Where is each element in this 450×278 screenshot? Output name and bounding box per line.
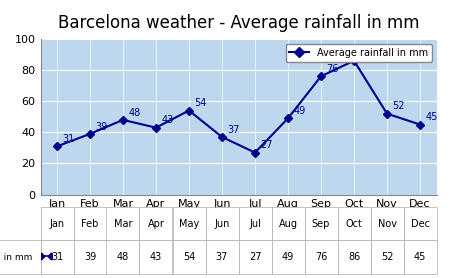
Text: 48: 48 <box>129 108 141 118</box>
Text: 52: 52 <box>392 101 405 111</box>
Text: 76: 76 <box>327 64 339 74</box>
Text: 37: 37 <box>228 125 240 135</box>
Text: 45: 45 <box>426 112 438 122</box>
Text: 86: 86 <box>360 49 372 59</box>
Text: 54: 54 <box>194 98 207 108</box>
Text: 39: 39 <box>95 122 108 132</box>
Text: 27: 27 <box>261 140 273 150</box>
Text: 31: 31 <box>63 134 75 144</box>
Legend: Average rainfall in mm: Average rainfall in mm <box>285 44 432 61</box>
Text: 49: 49 <box>293 106 306 116</box>
Text: 43: 43 <box>162 115 174 125</box>
Title: Barcelona weather - Average rainfall in mm: Barcelona weather - Average rainfall in … <box>58 14 419 32</box>
